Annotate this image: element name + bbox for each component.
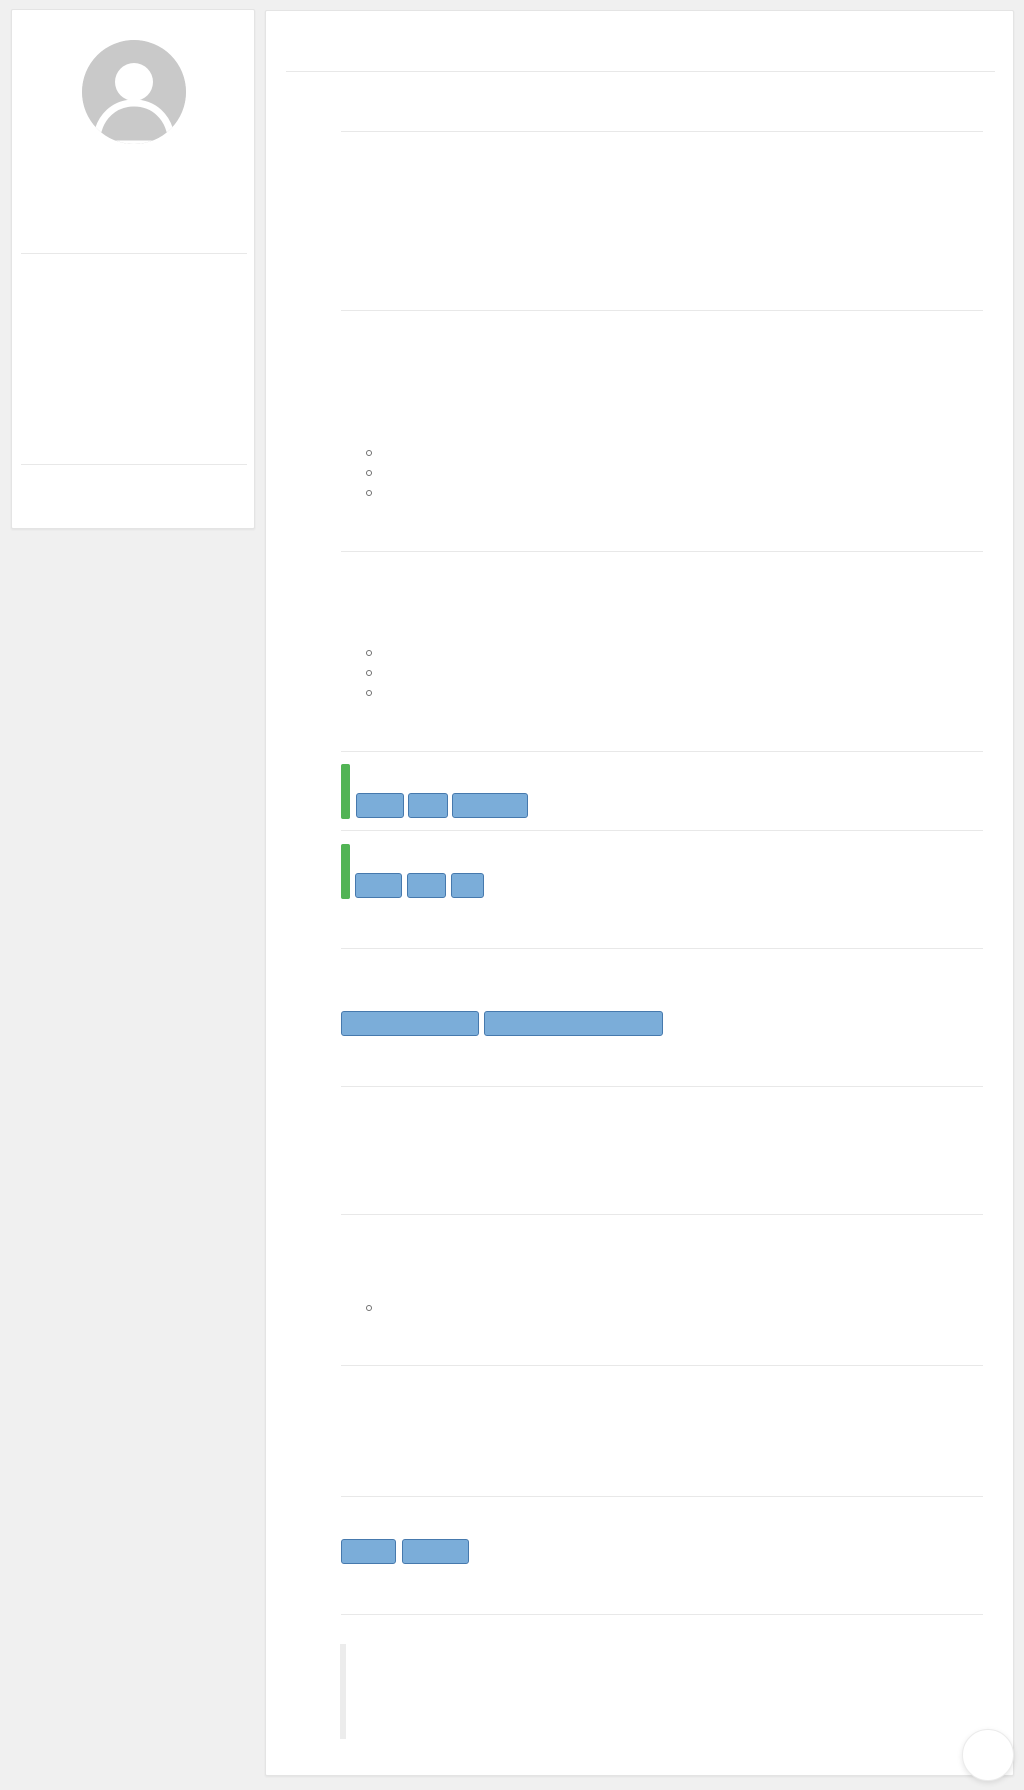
sidebar-divider bbox=[21, 253, 247, 254]
skill-tag[interactable] bbox=[451, 873, 484, 898]
list-item bbox=[366, 663, 372, 683]
timeline-accent-bar bbox=[341, 764, 350, 819]
section-divider bbox=[341, 1365, 983, 1366]
person-avatar-icon bbox=[82, 40, 186, 144]
bullet-circle-icon bbox=[366, 450, 372, 456]
list-item bbox=[366, 443, 372, 463]
blockquote-rule bbox=[340, 1644, 346, 1739]
resume-main-card bbox=[265, 10, 1014, 1776]
list-item bbox=[366, 463, 372, 483]
profile-sidebar-card bbox=[11, 9, 255, 529]
skill-tag-group bbox=[355, 873, 484, 898]
bullet-circle-icon bbox=[366, 470, 372, 476]
bullet-list bbox=[366, 643, 372, 703]
list-item bbox=[366, 683, 372, 703]
list-item bbox=[366, 1298, 372, 1318]
skill-tag[interactable] bbox=[341, 1539, 396, 1564]
section-divider bbox=[341, 1496, 983, 1497]
section-divider bbox=[341, 551, 983, 552]
timeline-accent-bar bbox=[341, 844, 350, 899]
bullet-list bbox=[366, 443, 372, 503]
skill-tag[interactable] bbox=[356, 793, 404, 818]
skill-tag[interactable] bbox=[452, 793, 528, 818]
skill-tag[interactable] bbox=[484, 1011, 663, 1036]
bullet-circle-icon bbox=[366, 650, 372, 656]
skill-tag[interactable] bbox=[355, 873, 402, 898]
list-item bbox=[366, 643, 372, 663]
header-divider bbox=[286, 71, 995, 72]
skill-tag[interactable] bbox=[341, 1011, 479, 1036]
skill-tag-group bbox=[341, 1011, 663, 1036]
floating-action-button[interactable] bbox=[962, 1729, 1014, 1781]
bullet-circle-icon bbox=[366, 670, 372, 676]
section-divider bbox=[341, 310, 983, 311]
skill-tag-group bbox=[356, 793, 528, 818]
skill-tag-group bbox=[341, 1539, 469, 1564]
section-divider bbox=[341, 830, 983, 831]
section-divider bbox=[341, 751, 983, 752]
bullet-circle-icon bbox=[366, 690, 372, 696]
bullet-circle-icon bbox=[366, 490, 372, 496]
section-divider bbox=[341, 1086, 983, 1087]
skill-tag[interactable] bbox=[408, 793, 448, 818]
avatar bbox=[82, 40, 186, 144]
list-item bbox=[366, 483, 372, 503]
section-divider bbox=[341, 1214, 983, 1215]
skill-tag[interactable] bbox=[407, 873, 446, 898]
sidebar-divider bbox=[21, 464, 247, 465]
bullet-list bbox=[366, 1298, 372, 1318]
bullet-circle-icon bbox=[366, 1305, 372, 1311]
skill-tag[interactable] bbox=[402, 1539, 469, 1564]
section-divider bbox=[341, 948, 983, 949]
section-divider bbox=[341, 131, 983, 132]
section-divider bbox=[341, 1614, 983, 1615]
